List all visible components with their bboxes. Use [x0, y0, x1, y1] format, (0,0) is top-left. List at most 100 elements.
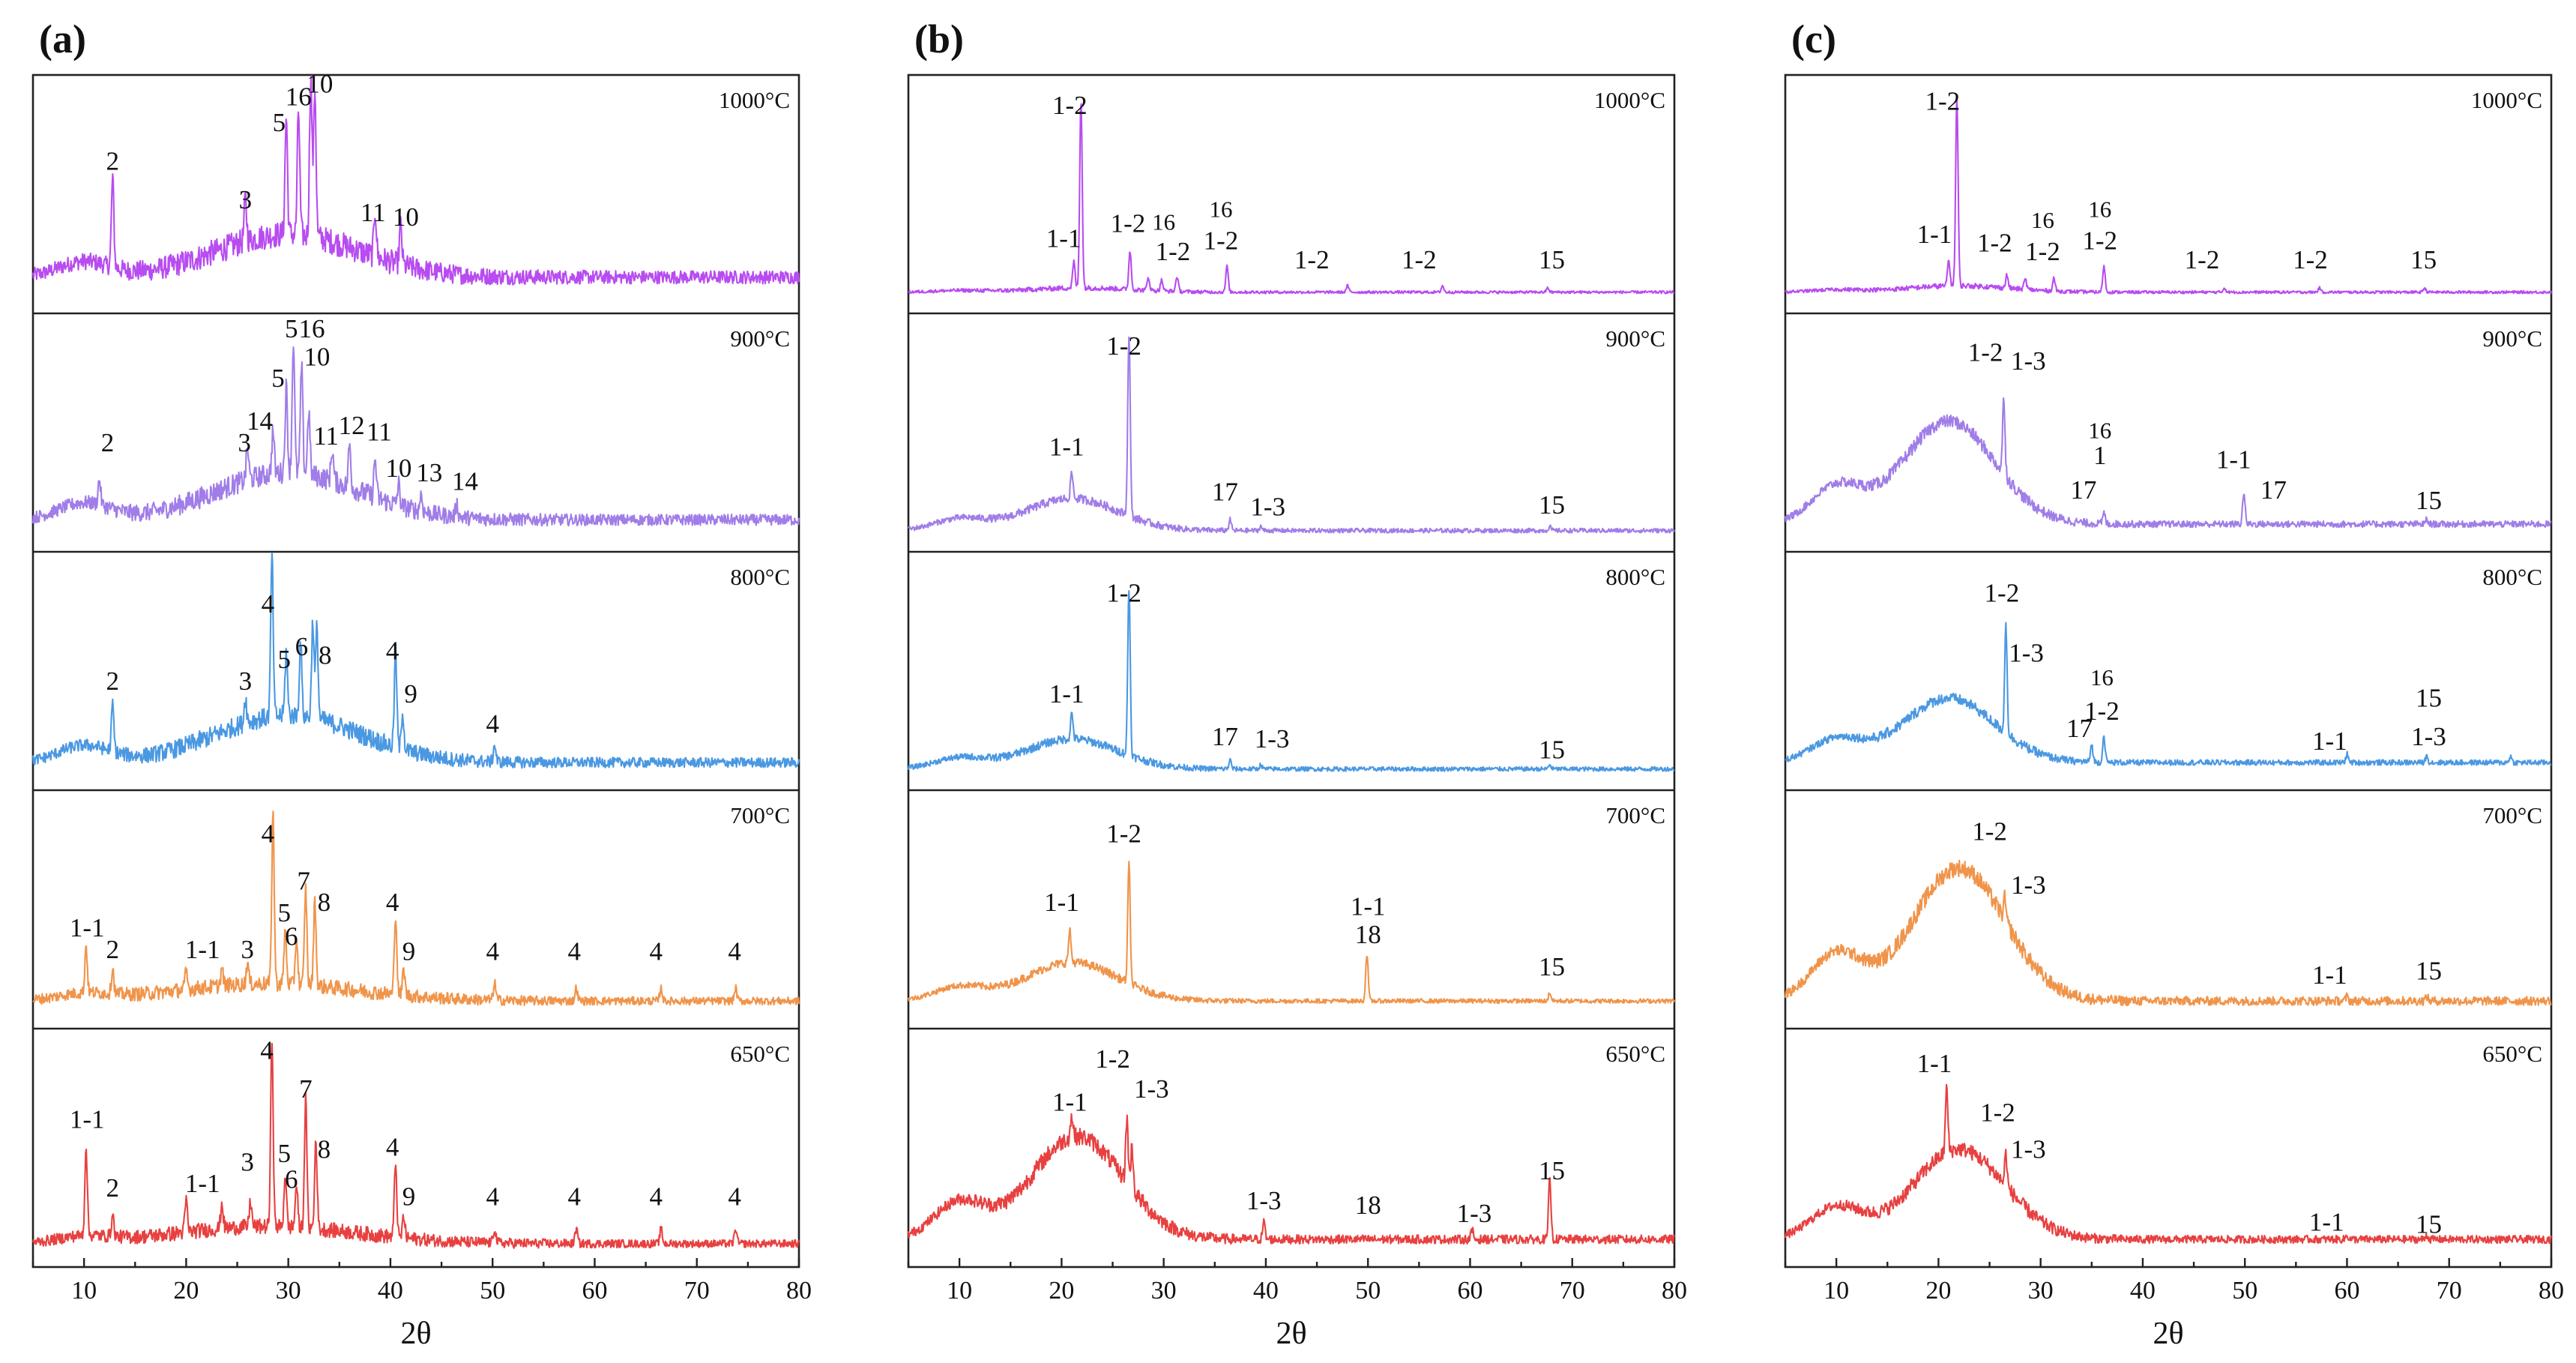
peak-label: 4: [486, 937, 499, 966]
x-tick-label: 50: [480, 1277, 505, 1305]
peak-label: 11: [367, 417, 392, 446]
panel-3: (c) 10 20 30 40 50 60 70 80 2θ 1000°C 1-1 1-2 1-2 16 1-…: [1784, 16, 2564, 1351]
series-800°C: 800°C2 345 6 8 494: [31, 552, 800, 769]
peak-label: 6: [285, 1164, 298, 1194]
peak-label: 1-2: [1972, 816, 2007, 846]
temperature-label: 800°C: [2482, 564, 2542, 590]
peak-label: 15: [2416, 486, 2442, 515]
peak-label: 1-2: [1985, 578, 2020, 607]
peak-label: 11: [313, 421, 339, 451]
x-tick-label: 60: [1457, 1277, 1482, 1305]
xrd-trace: [32, 810, 800, 1007]
peak-label: 1-1: [2312, 726, 2347, 756]
temperature-label: 700°C: [2482, 802, 2542, 828]
peak-label: 10: [307, 70, 333, 99]
peak-label: 1-3: [1255, 724, 1290, 753]
peak-label: 1-2: [1402, 245, 1437, 274]
peak-label: 1-2: [1106, 331, 1141, 361]
peak-label: 4: [262, 589, 275, 619]
peak-label: 17: [2066, 714, 2093, 743]
x-tick-label: 70: [1560, 1277, 1585, 1305]
peak-label: 18: [1355, 1191, 1381, 1220]
peak-label: 17: [1212, 722, 1238, 751]
peak-label: 4: [386, 1132, 399, 1161]
peak-label: 10: [393, 202, 419, 232]
peak-label: 1-1: [1917, 1049, 1952, 1078]
x-tick-label: 20: [1925, 1277, 1951, 1305]
peak-label: 8: [318, 1134, 331, 1164]
peak-label: 1-2: [1968, 338, 2003, 367]
peak-label: 11: [361, 198, 386, 227]
x-tick-label: 60: [2334, 1277, 2359, 1305]
peak-label: 1-1: [1044, 888, 1079, 917]
x-tick-label: 50: [1355, 1277, 1381, 1305]
peak-label: 1-2: [2082, 226, 2117, 255]
peak-label: 10: [385, 454, 411, 483]
peak-label: 9: [402, 1182, 416, 1211]
peak-label: 1-3: [2011, 346, 2046, 376]
peak-label: 4: [262, 819, 275, 848]
x-tick-label: 10: [71, 1277, 97, 1305]
peak-label: 1-2: [2025, 237, 2060, 266]
x-tick-label: 80: [2539, 1277, 2564, 1305]
temperature-label: 1000°C: [719, 87, 790, 113]
peak-label: 1-2: [1106, 578, 1141, 607]
peak-label: 13: [416, 458, 442, 487]
peak-label: 1-2: [2185, 245, 2220, 274]
xrd-trace: [1785, 622, 2552, 766]
peak-label: 1-1: [185, 935, 220, 964]
peak-label: 6: [295, 632, 309, 661]
peak-label: 5: [271, 364, 285, 393]
peak-label: 5: [273, 108, 286, 137]
xrd-trace: [31, 346, 800, 527]
peak-label: 1-2: [2084, 696, 2120, 726]
x-tick-label: 10: [947, 1277, 972, 1305]
peak-label: 15: [1539, 245, 1565, 274]
peak-label: 4: [260, 1036, 274, 1065]
peak-label: 4: [649, 1182, 663, 1211]
xrd-trace: [1785, 96, 2553, 295]
peak-label: 1-1: [70, 913, 105, 942]
peak-label: 1-3: [2009, 639, 2044, 668]
xrd-trace: [1784, 859, 2552, 1007]
x-tick-label: 70: [2437, 1277, 2462, 1305]
panel-frame: [907, 73, 1676, 1269]
x-tick-label: 80: [1662, 1277, 1687, 1305]
x-tick-label: 70: [684, 1277, 710, 1305]
peak-label: 4: [649, 937, 663, 966]
peak-label: 17: [2070, 475, 2096, 505]
series-900°C: 900°C 1-1 1-2 17 1-3 15: [908, 325, 1675, 534]
panel-label: (a): [39, 16, 86, 61]
peak-label: 1-1: [1917, 220, 1952, 249]
x-tick-label: 60: [582, 1277, 607, 1305]
peak-label: 3: [241, 935, 254, 964]
peak-label: 1-2: [1111, 209, 1146, 238]
temperature-label: 900°C: [730, 325, 790, 352]
xrd-trace: [1784, 397, 2552, 529]
peak-label: 2: [106, 667, 120, 696]
xrd-trace: [907, 861, 1676, 1005]
peak-label: 5: [277, 645, 291, 674]
xrd-trace: [908, 336, 1675, 534]
peak-label: 9: [404, 679, 417, 708]
peak-label: 1-1: [1052, 1087, 1088, 1116]
peak-label: 4: [567, 937, 581, 966]
peak-label: 1-3: [2011, 1134, 2046, 1164]
peak-label: 1-1: [2309, 1208, 2344, 1237]
peak-label: 15: [1539, 952, 1565, 981]
peak-label: 1-2: [1294, 245, 1330, 274]
series-900°C: 900°C 1-2 1-3 161 17 1-1 17 15: [1784, 325, 2552, 529]
peak-label: 1-3: [1134, 1074, 1169, 1104]
x-tick-label: 50: [2232, 1277, 2257, 1305]
x-tick-label: 30: [1151, 1277, 1177, 1305]
peak-label: 14: [452, 466, 478, 496]
xrd-trace: [31, 552, 800, 769]
peak-label: 1-2: [1052, 91, 1088, 120]
x-tick-label: 40: [378, 1277, 403, 1305]
